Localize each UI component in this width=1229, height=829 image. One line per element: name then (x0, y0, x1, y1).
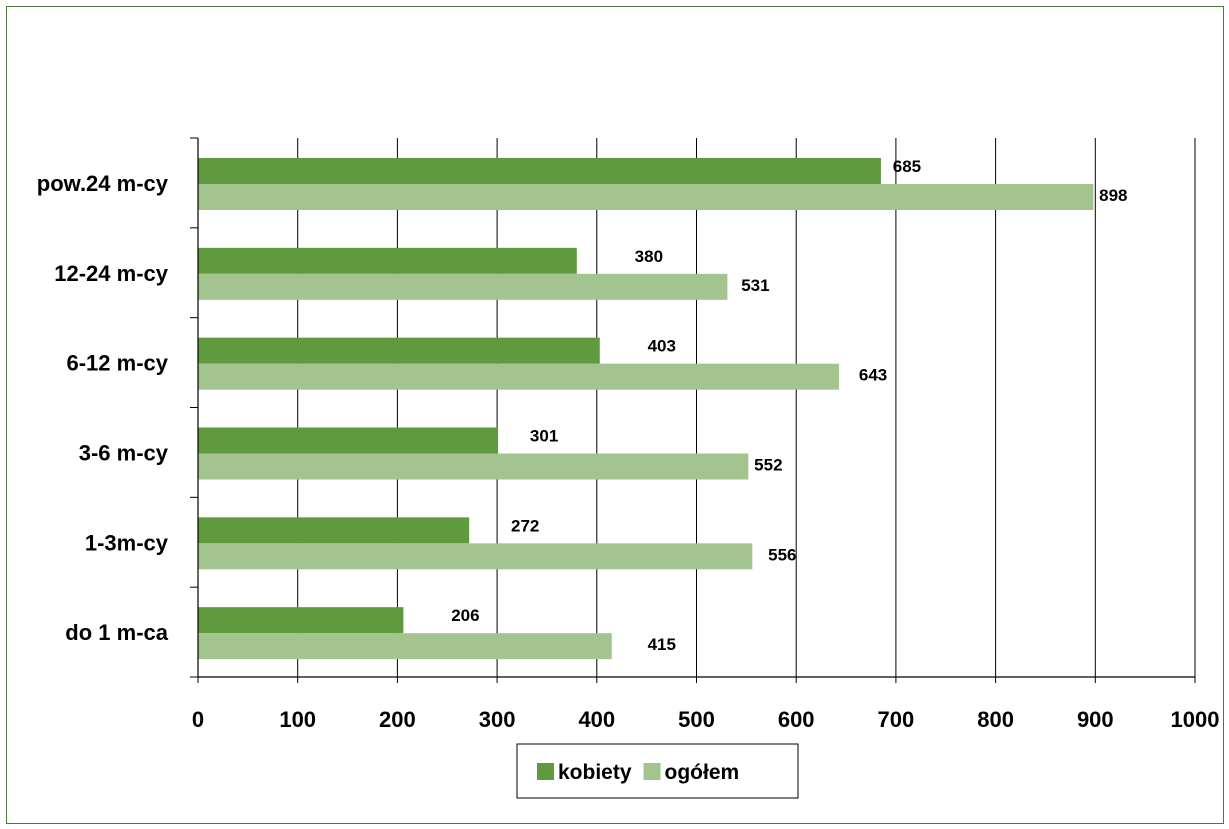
y-tick-label: do 1 m-ca (65, 620, 168, 645)
y-tick-label: 1-3m-cy (85, 530, 169, 555)
x-tick-label: 400 (578, 707, 615, 732)
bar-ogółem-3 (198, 363, 840, 390)
data-label: 301 (530, 427, 558, 446)
x-tick-label: 500 (678, 707, 715, 732)
data-label: 206 (451, 606, 479, 625)
data-label: 272 (511, 516, 539, 535)
data-label: 898 (1099, 186, 1127, 205)
data-label: 380 (635, 247, 663, 266)
data-label: 403 (648, 337, 676, 356)
y-tick-label: 3-6 m-cy (79, 440, 169, 465)
bars (198, 158, 1094, 660)
legend: kobiety ogółem (516, 743, 799, 799)
bar-kobiety-3 (198, 337, 600, 364)
bar-kobiety-5 (198, 158, 881, 184)
x-tick-label: 0 (192, 707, 204, 732)
labels: 0 100 200 300 400 500 600 700 800 900 1000 206 415 do… (37, 157, 1220, 732)
grid-lines (297, 138, 1196, 677)
data-label: 415 (648, 635, 676, 654)
y-tick-label: 12-24 m-cy (54, 261, 169, 286)
y-tick-label: pow.24 m-cy (37, 171, 169, 196)
bar-ogółem-1 (198, 543, 753, 570)
x-tick-label: 1000 (1171, 707, 1220, 732)
bar-kobiety-1 (198, 517, 470, 544)
data-label: 531 (741, 276, 769, 295)
x-tick-label: 200 (379, 707, 416, 732)
bar-ogółem-0 (198, 633, 612, 660)
data-label: 552 (754, 456, 782, 475)
bar-ogółem-2 (198, 453, 749, 480)
x-tick-label: 600 (778, 707, 815, 732)
legend-label: ogółem (665, 761, 740, 784)
x-tick-label: 100 (279, 707, 316, 732)
data-label: 685 (893, 157, 921, 176)
legend-label: kobiety (558, 761, 632, 784)
axes (190, 137, 1196, 683)
x-tick-label: 800 (977, 707, 1014, 732)
bar-ogółem-4 (198, 273, 728, 300)
legend-swatch-kobiety (537, 763, 554, 780)
x-tick-label: 900 (1077, 707, 1114, 732)
y-tick-label: 6-12 m-cy (66, 351, 168, 376)
legend-swatch-ogółem (643, 763, 661, 780)
bar-kobiety-4 (198, 247, 577, 274)
bar-kobiety-2 (198, 427, 499, 454)
bar-kobiety-0 (198, 607, 404, 634)
bar-ogółem-5 (198, 184, 1094, 210)
data-label: 556 (768, 545, 796, 564)
data-label: 643 (859, 366, 887, 385)
x-tick-label: 300 (479, 707, 516, 732)
x-tick-label: 700 (878, 707, 915, 732)
chart-frame (6, 6, 1224, 824)
